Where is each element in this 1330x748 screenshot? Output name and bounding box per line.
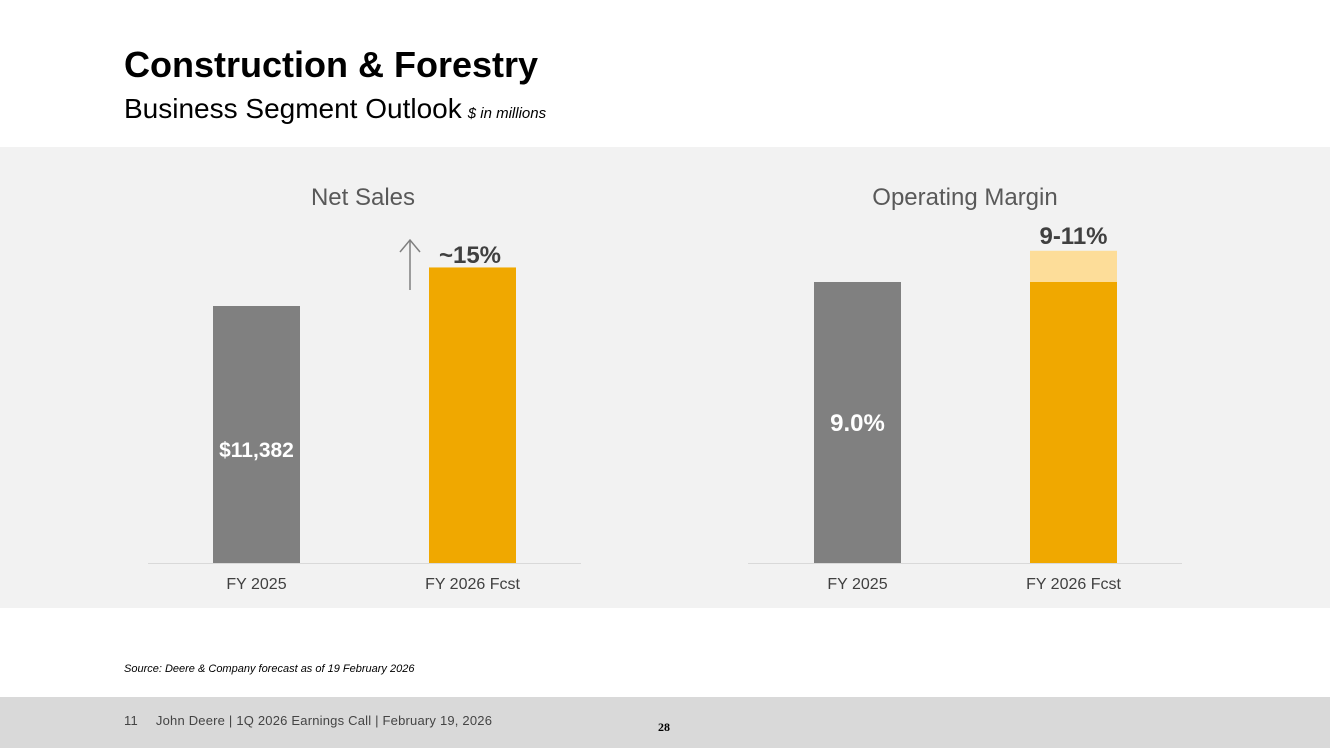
operating-margin-chart-title: Operating Margin <box>872 184 1057 211</box>
net-sales-tick-label: FY 2026 Fcst <box>425 576 520 593</box>
net-sales-chart-title: Net Sales <box>311 184 415 211</box>
operating-margin-bar-fy2026 <box>1030 282 1117 563</box>
slide-number: 11 <box>124 713 138 728</box>
page-title: Construction & Forestry <box>124 44 539 85</box>
page-number: 28 <box>658 720 670 734</box>
net-sales-data-label-fy2026: ~15% <box>439 242 501 269</box>
page-subtitle: Business Segment Outlook $ in millions <box>124 93 546 125</box>
operating-margin-data-label-fy2025: 9.0% <box>830 410 885 437</box>
subtitle-text: Business Segment Outlook <box>124 93 462 124</box>
operating-margin-tick-label: FY 2025 <box>827 576 887 593</box>
footer-bar: 11 John Deere | 1Q 2026 Earnings Call | F… <box>0 697 1330 748</box>
unit-note: $ in millions <box>467 105 547 122</box>
net-sales-data-label-fy2025: $11,382 <box>219 439 294 462</box>
footer-text: John Deere | 1Q 2026 Earnings Call | Feb… <box>155 713 493 728</box>
operating-margin-bar-fy2025 <box>814 282 901 563</box>
operating-margin-tick-label: FY 2026 Fcst <box>1026 576 1121 593</box>
up-arrow-head-icon <box>399 238 421 253</box>
net-sales-bar-fy2026 <box>429 267 516 563</box>
operating-margin-data-label-fy2026: 9-11% <box>1039 223 1107 250</box>
chart-panel: Net Sales FY 2025 FY 2026 Fcst $11,382 ~15% O… <box>0 147 1330 608</box>
charts-svg: Net Sales FY 2025 FY 2026 Fcst $11,382 ~15% O… <box>148 184 1182 593</box>
footer-info: 11 John Deere | 1Q 2026 Earnings Call | F… <box>124 713 492 728</box>
operating-margin-range-bar <box>1030 250 1117 282</box>
net-sales-tick-label: FY 2025 <box>226 576 286 593</box>
net-sales-bar-fy2025 <box>213 306 300 563</box>
source-note: Source: Deere & Company forecast as of 1… <box>124 663 415 675</box>
